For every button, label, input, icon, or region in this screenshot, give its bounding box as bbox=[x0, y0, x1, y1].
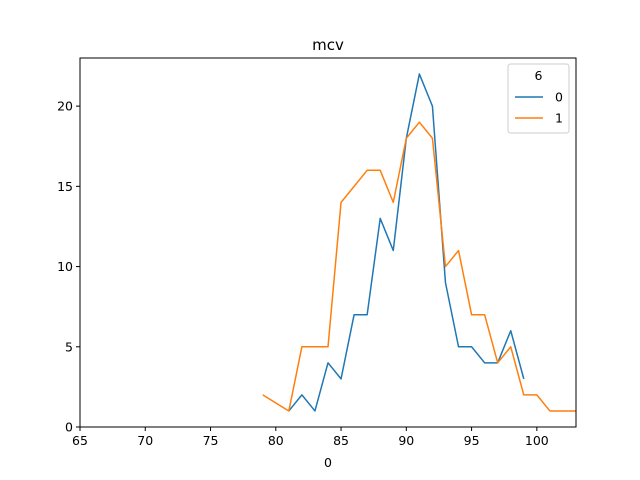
x-tick-label: 75 bbox=[203, 433, 219, 448]
chart-title: mcv bbox=[312, 36, 344, 54]
legend: 60 1 bbox=[507, 63, 570, 134]
plot-frame bbox=[79, 57, 577, 428]
x-tick-label: 100 bbox=[525, 433, 549, 448]
x-tick-label: 65 bbox=[72, 433, 88, 448]
plot-area bbox=[79, 57, 577, 428]
x-tick-label: 95 bbox=[464, 433, 480, 448]
legend-label-0: 0 bbox=[555, 90, 563, 105]
y-tick-label: 10 bbox=[57, 259, 73, 274]
series-line-1 bbox=[262, 121, 576, 412]
x-axis: 65 70 75 80 85 90 95 100 bbox=[72, 427, 549, 448]
legend-title: 6 bbox=[535, 68, 543, 83]
y-tick-label: 0 bbox=[65, 420, 73, 435]
y-axis: 0 5 10 15 20 bbox=[57, 99, 80, 435]
y-tick-label: 20 bbox=[57, 99, 73, 114]
y-tick-label: 5 bbox=[65, 339, 73, 354]
x-tick-label: 90 bbox=[398, 433, 414, 448]
x-tick-label: 85 bbox=[333, 433, 349, 448]
legend-label-1: 1 bbox=[555, 111, 563, 126]
x-tick-label: 70 bbox=[137, 433, 153, 448]
x-axis-label: 0 bbox=[324, 455, 332, 470]
y-tick-label: 15 bbox=[57, 179, 73, 194]
series-line-0 bbox=[288, 73, 525, 412]
x-tick-label: 80 bbox=[268, 433, 284, 448]
legend-box bbox=[507, 63, 570, 134]
